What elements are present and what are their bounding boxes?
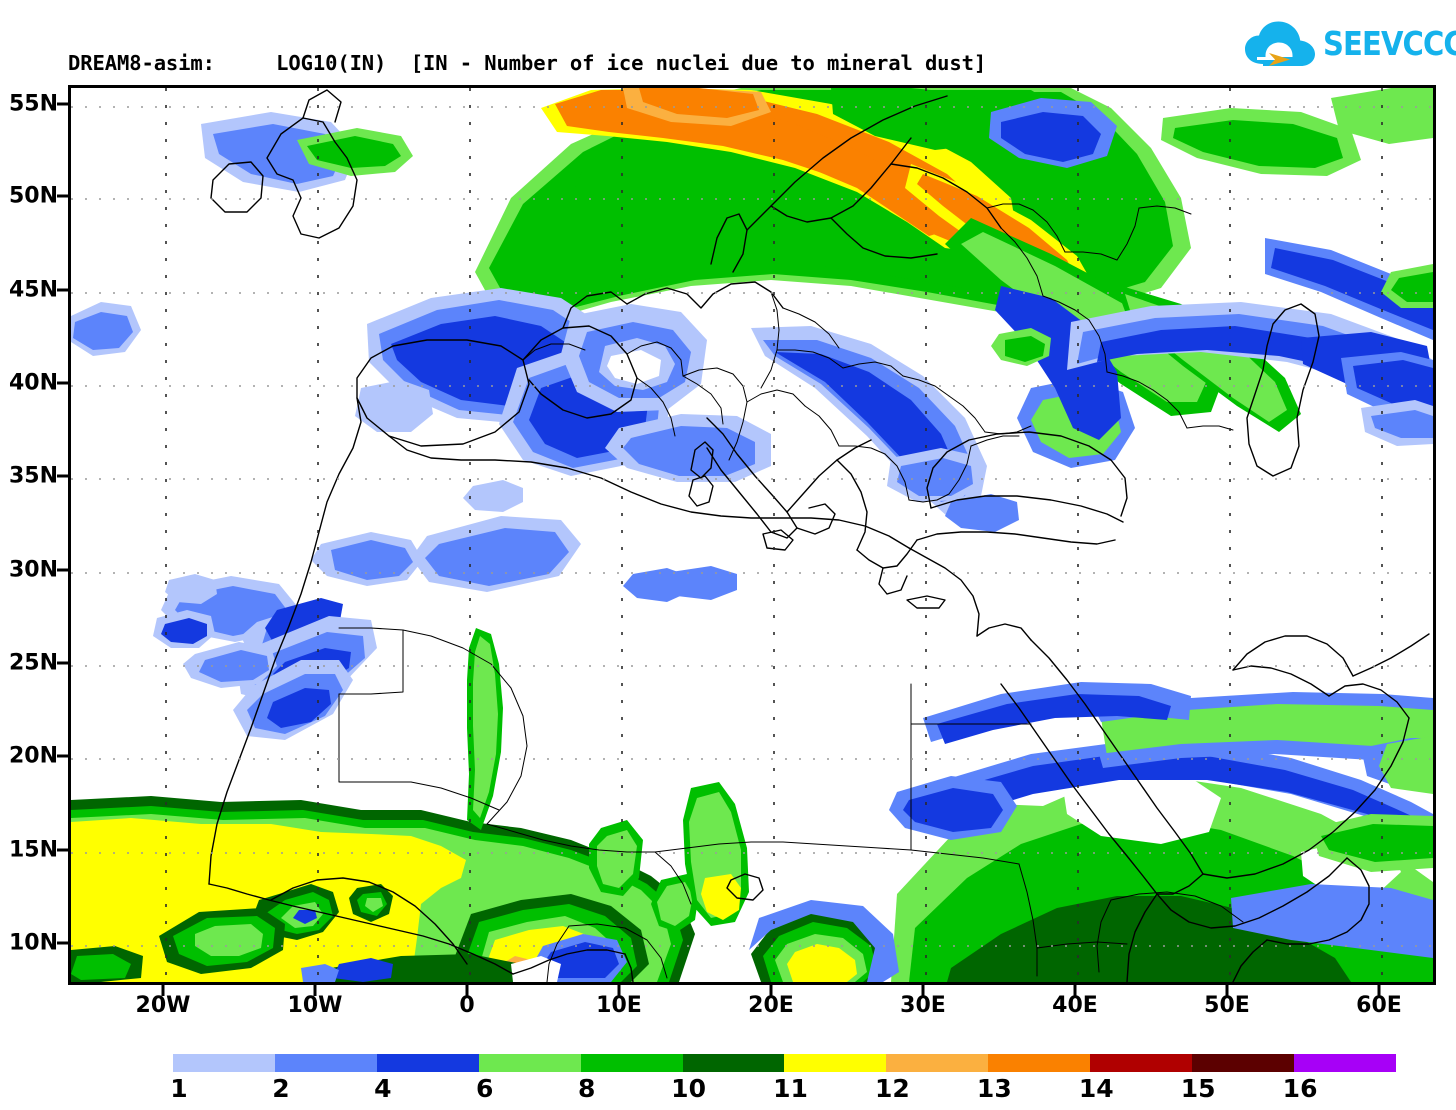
colorbar-segment	[1192, 1054, 1294, 1072]
lon-label-10W: 10W	[287, 993, 343, 1018]
gridlines-layer	[71, 106, 1433, 947]
lat-label-35N: 35N	[8, 463, 58, 489]
logo-wordmark: SEEVCCC	[1323, 24, 1456, 63]
lat-tick	[57, 102, 68, 106]
lon-label-60E: 60E	[1356, 993, 1402, 1018]
contour-fill-layer	[71, 88, 1433, 982]
lon-label-10E: 10E	[596, 993, 642, 1018]
lat-tick	[57, 568, 68, 572]
map-canvas	[71, 88, 1433, 982]
colorbar-tick-labels: 1 2 4 6 8 10 11 12 13 14 15 16	[0, 1074, 1456, 1108]
colorbar-segment	[478, 1054, 581, 1072]
lon-label-20W: 20W	[135, 993, 191, 1018]
lon-tick	[1377, 985, 1381, 996]
lat-label-20N: 20N	[8, 743, 58, 769]
colorbar-segment	[886, 1054, 989, 1072]
colorbar-segment	[682, 1054, 785, 1072]
colorbar-tick: 14	[1078, 1074, 1114, 1103]
colorbar-tick: 12	[875, 1074, 910, 1103]
colorbar-tick: 10	[671, 1074, 706, 1103]
colorbar-segment	[274, 1054, 377, 1072]
forecast-map[interactable]	[68, 85, 1436, 985]
colorbar-segment	[1293, 1054, 1396, 1072]
colorbar-tick: 8	[577, 1074, 596, 1103]
colorbar-tick: 2	[272, 1074, 290, 1103]
colorbar-tick: 6	[476, 1074, 494, 1103]
colorbar-tick: 16	[1282, 1074, 1318, 1103]
lon-label-20E: 20E	[748, 993, 794, 1018]
lat-label-15N: 15N	[8, 837, 58, 863]
lat-label-55N: 55N	[8, 91, 58, 117]
colorbar-segment	[784, 1054, 887, 1072]
lat-label-45N: 45N	[8, 277, 58, 303]
lat-tick	[57, 661, 68, 665]
colorbar-segment	[1090, 1054, 1193, 1072]
lat-label-50N: 50N	[8, 183, 58, 209]
colorbar-segment	[173, 1054, 275, 1072]
lat-tick	[57, 941, 68, 945]
colorbar: 1 2 4 6 8 10 11 12 13 14 15 16	[0, 1054, 1456, 1110]
lon-label-0: 0	[459, 993, 475, 1018]
lat-tick	[57, 381, 68, 385]
colorbar-tick: 1	[170, 1074, 188, 1103]
lat-label-40N: 40N	[8, 370, 58, 396]
seevccc-logo: SEEVCCC	[1243, 18, 1456, 70]
lon-label-30E: 30E	[900, 993, 946, 1018]
lat-label-25N: 25N	[8, 650, 58, 676]
lat-tick	[57, 754, 68, 758]
lat-label-30N: 30N	[8, 557, 58, 583]
lat-tick	[57, 288, 68, 292]
header: DREAM8-asim: LOG10(IN) [IN - Number of i…	[0, 0, 1456, 139]
lon-tick	[1073, 985, 1077, 996]
lon-tick	[769, 985, 773, 996]
lon-tick	[161, 985, 165, 996]
cloud-icon	[1245, 21, 1315, 66]
lon-tick	[313, 985, 317, 996]
lon-label-40E: 40E	[1052, 993, 1098, 1018]
lat-tick	[57, 848, 68, 852]
colorbar-segment	[988, 1054, 1091, 1072]
lon-tick	[465, 985, 469, 996]
colorbar-tick: 13	[976, 1074, 1012, 1103]
lon-tick	[921, 985, 925, 996]
colorbar-tick: 4	[374, 1074, 392, 1103]
lon-tick	[1225, 985, 1229, 996]
colorbar-tick: 11	[773, 1074, 808, 1103]
lat-tick	[57, 474, 68, 478]
coastline-layer	[208, 89, 1430, 982]
colorbar-strip[interactable]	[173, 1054, 1396, 1072]
page-title: DREAM8-asim: LOG10(IN) [IN - Number of i…	[68, 51, 987, 75]
colorbar-tick: 15	[1180, 1074, 1216, 1103]
lon-label-50E: 50E	[1204, 993, 1250, 1018]
lat-tick	[57, 194, 68, 198]
colorbar-segment	[580, 1054, 683, 1072]
colorbar-segment	[376, 1054, 479, 1072]
lat-label-10N: 10N	[8, 930, 58, 956]
lon-tick	[617, 985, 621, 996]
